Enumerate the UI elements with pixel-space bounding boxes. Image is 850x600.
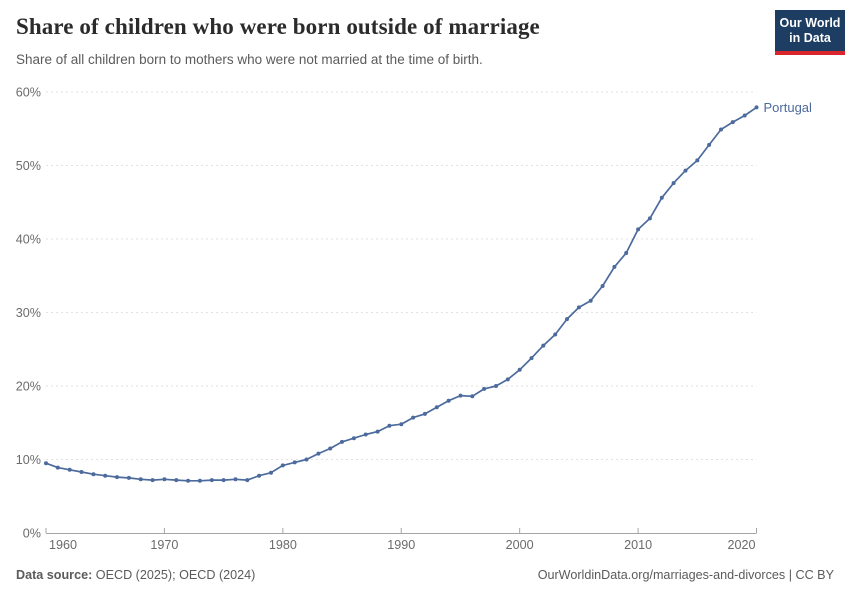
data-point (612, 264, 617, 269)
y-tick-label: 50% (16, 159, 41, 173)
page-title: Share of children who were born outside … (16, 14, 540, 39)
owid-logo-line2: in Data (789, 30, 831, 45)
data-point (576, 305, 581, 310)
data-point (446, 398, 451, 403)
data-point (233, 477, 238, 482)
owid-logo: Our World in Data (775, 10, 845, 55)
data-point (328, 446, 333, 451)
data-point (683, 168, 688, 173)
owid-logo-line1: Our World (779, 15, 841, 30)
data-point (399, 422, 404, 427)
data-point (280, 463, 285, 468)
series-label[interactable]: Portugal (764, 100, 813, 115)
data-point (742, 113, 747, 118)
data-point (186, 478, 191, 483)
data-point (197, 478, 202, 483)
data-point (316, 451, 321, 456)
data-point (257, 473, 262, 478)
data-point (304, 457, 309, 462)
data-point (209, 478, 214, 483)
data-point (411, 415, 416, 420)
y-tick-label: 10% (16, 453, 41, 467)
data-point (221, 478, 226, 483)
y-tick-label: 20% (16, 380, 41, 394)
data-point (340, 439, 344, 444)
chart-subtitle: Share of all children born to mothers wh… (16, 52, 483, 67)
data-point (636, 227, 641, 232)
data-point (174, 478, 179, 483)
x-tick-label: 1970 (150, 538, 178, 552)
data-point (91, 472, 96, 477)
data-point (44, 461, 48, 466)
y-tick-label: 40% (16, 233, 41, 247)
data-point (671, 181, 676, 186)
data-point (470, 394, 475, 399)
data-point (115, 475, 119, 480)
data-point (695, 158, 700, 163)
data-point (55, 465, 60, 470)
data-point (67, 467, 72, 472)
x-tick-label: 1960 (49, 538, 77, 552)
data-point (541, 343, 546, 348)
data-source-label: Data source: (16, 568, 93, 582)
data-point (351, 436, 356, 441)
data-point (624, 251, 629, 255)
x-tick-label: 2020 (727, 538, 755, 552)
data-source-note: Data source: OECD (2025); OECD (2024) (16, 568, 255, 582)
data-point (150, 478, 155, 483)
data-point (659, 195, 664, 200)
y-axis-labels: 0% 10% 20% 30% 40% 50% 60% (16, 86, 41, 541)
data-point (375, 429, 380, 434)
data-point (754, 105, 759, 110)
data-point (647, 216, 652, 221)
data-point (162, 477, 167, 482)
data-source-text: OECD (2025); OECD (2024) (92, 568, 256, 582)
data-point (529, 356, 534, 361)
data-point (458, 393, 463, 398)
data-point (517, 367, 522, 372)
data-point (730, 120, 735, 125)
x-axis: 1960 1970 1980 1990 2000 2010 2020 (45, 528, 757, 552)
data-point (565, 317, 569, 322)
data-point (505, 377, 510, 382)
data-point (600, 284, 605, 288)
data-point (245, 478, 250, 483)
data-point (494, 384, 498, 388)
data-point (553, 332, 558, 337)
data-point (126, 475, 131, 480)
data-point (422, 411, 427, 416)
series-portugal: Portugal (44, 100, 812, 483)
data-point (363, 432, 368, 437)
data-point (482, 386, 487, 391)
data-point (707, 142, 712, 147)
data-point (103, 473, 108, 478)
data-point (387, 423, 392, 428)
data-point (269, 470, 273, 475)
data-point (719, 127, 723, 132)
data-point (79, 470, 84, 474)
y-tick-label: 30% (16, 306, 41, 320)
data-point (138, 477, 143, 482)
data-point (434, 405, 439, 410)
data-point (588, 298, 593, 303)
x-tick-label: 2010 (624, 538, 652, 552)
x-tick-label: 1980 (269, 538, 297, 552)
data-point (292, 460, 297, 465)
x-tick-label: 2000 (506, 538, 534, 552)
x-tick-label: 1990 (387, 538, 415, 552)
y-tick-label: 60% (16, 86, 41, 100)
owid-link[interactable]: OurWorldinData.org/marriages-and-divorce… (537, 568, 834, 582)
y-tick-label: 0% (23, 527, 41, 541)
gridlines (46, 91, 757, 460)
